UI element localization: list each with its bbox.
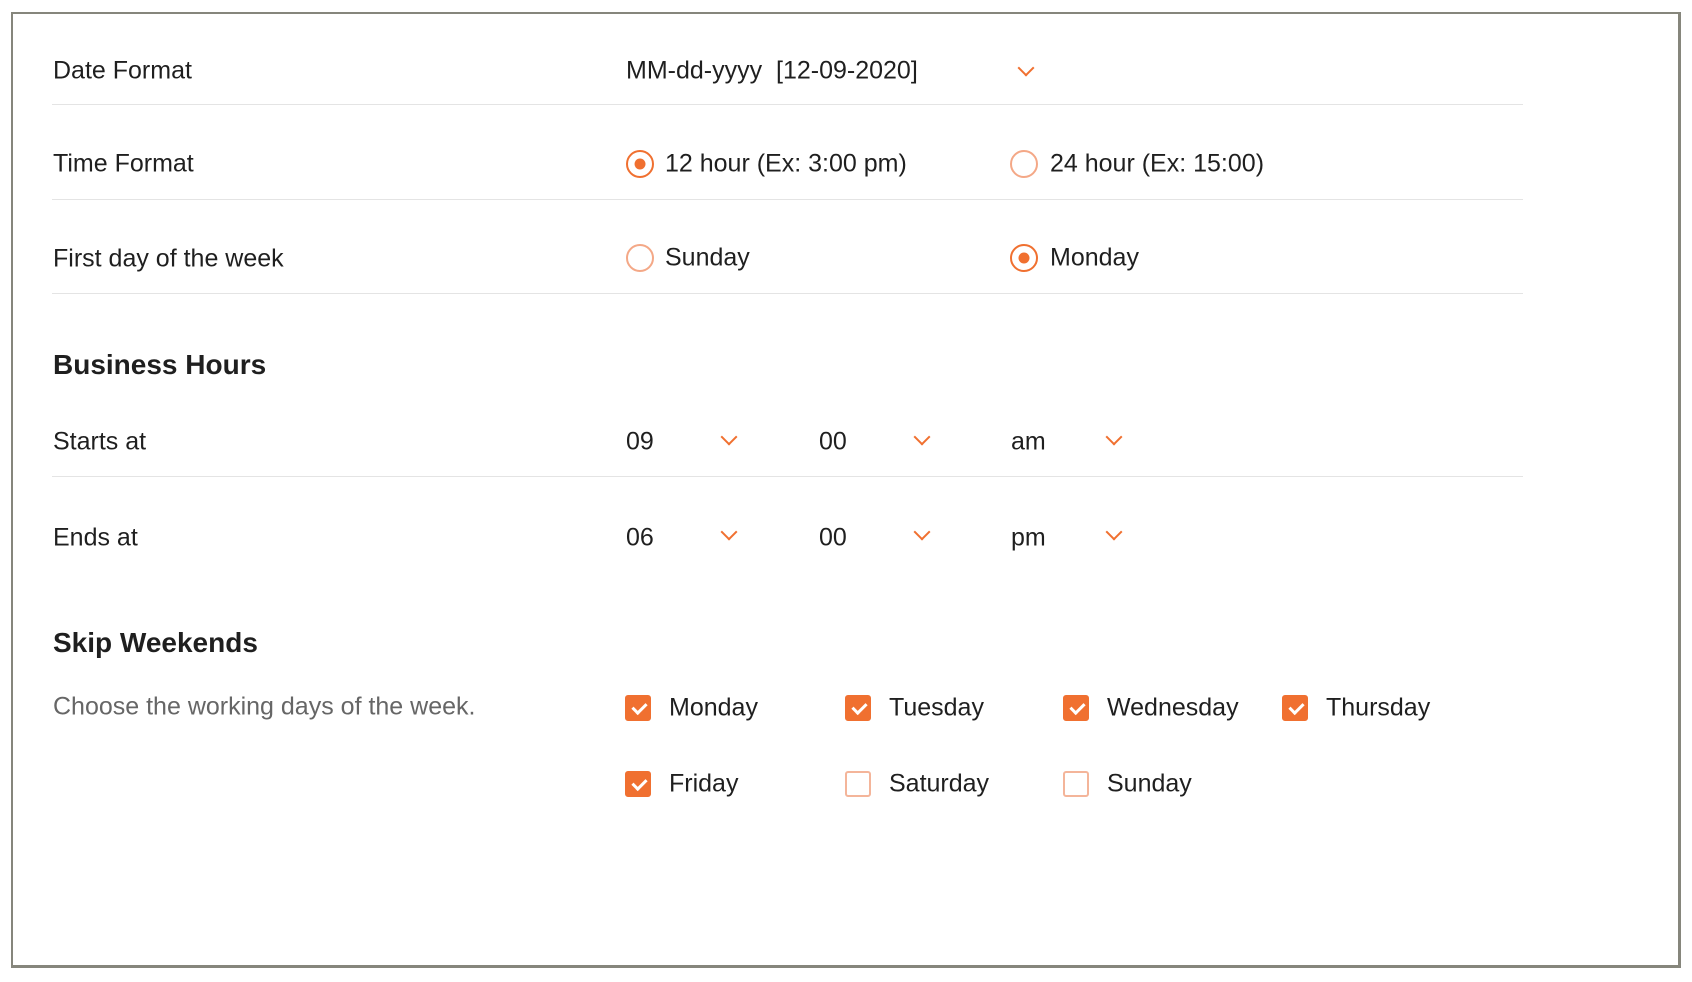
starts-at-label: Starts at [53,427,147,456]
checkbox-saturday[interactable] [845,771,871,797]
radio-12-hour-label[interactable]: 12 hour (Ex: 3:00 pm) [665,149,907,178]
start-period-select[interactable]: am [1011,427,1046,456]
end-period-select[interactable]: pm [1011,523,1046,552]
radio-24-hour-label[interactable]: 24 hour (Ex: 15:00) [1050,149,1265,178]
radio-24-hour[interactable] [1010,150,1038,178]
radio-monday-label[interactable]: Monday [1050,243,1139,272]
checkbox-wednesday[interactable] [1063,695,1089,721]
checkbox-thursday[interactable] [1282,695,1308,721]
checkbox-friday-label[interactable]: Friday [669,769,739,798]
business-hours-heading: Business Hours [53,349,267,380]
radio-monday[interactable] [1010,244,1038,272]
ends-at-label: Ends at [53,523,138,552]
first-day-label: First day of the week [53,244,284,273]
end-hour-select[interactable]: 06 [626,523,654,552]
divider [52,476,1523,477]
settings-panel [11,12,1681,968]
checkbox-monday[interactable] [625,695,651,721]
checkbox-monday-label[interactable]: Monday [669,693,758,722]
radio-sunday[interactable] [626,244,654,272]
divider [52,104,1523,105]
checkbox-tuesday-label[interactable]: Tuesday [889,693,984,722]
checkbox-tuesday[interactable] [845,695,871,721]
date-format-label: Date Format [53,56,192,85]
checkbox-thursday-label[interactable]: Thursday [1326,693,1431,722]
radio-sunday-label[interactable]: Sunday [665,243,750,272]
radio-12-hour[interactable] [626,150,654,178]
checkbox-wednesday-label[interactable]: Wednesday [1107,693,1239,722]
checkbox-sunday[interactable] [1063,771,1089,797]
skip-weekends-heading: Skip Weekends [53,627,258,658]
divider [52,199,1523,200]
checkbox-sunday-label[interactable]: Sunday [1107,769,1192,798]
checkbox-saturday-label[interactable]: Saturday [889,769,990,798]
time-format-label: Time Format [53,149,194,178]
divider [52,293,1523,294]
end-minute-select[interactable]: 00 [819,523,847,552]
date-format-select[interactable]: MM-dd-yyyy [12-09-2020] [626,56,918,85]
start-hour-select[interactable]: 09 [626,427,654,456]
skip-weekends-description: Choose the working days of the week. [53,692,476,721]
checkbox-friday[interactable] [625,771,651,797]
start-minute-select[interactable]: 00 [819,427,847,456]
